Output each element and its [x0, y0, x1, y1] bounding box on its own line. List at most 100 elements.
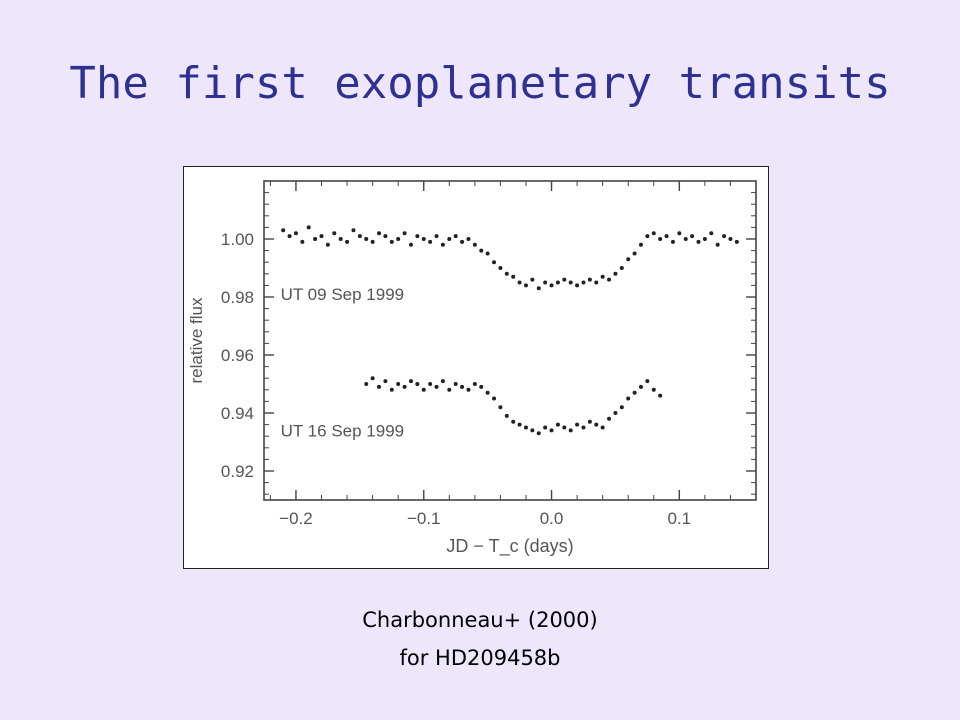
- data-point-sep09: [319, 234, 324, 239]
- data-point-sep16: [460, 384, 465, 389]
- data-point-sep16: [523, 425, 528, 430]
- data-point-sep16: [402, 384, 407, 389]
- data-point-sep09: [460, 239, 465, 244]
- data-point-sep16: [594, 422, 599, 427]
- data-point-sep16: [511, 419, 516, 424]
- data-point-sep16: [377, 384, 382, 389]
- data-point-sep09: [408, 242, 413, 247]
- data-point-sep16: [466, 387, 471, 392]
- data-point-sep16: [408, 379, 413, 384]
- data-point-sep09: [632, 251, 637, 256]
- data-point-sep09: [293, 231, 298, 236]
- data-point-sep09: [313, 237, 318, 241]
- x-tick-label: −0.2: [279, 509, 313, 528]
- data-point-sep09: [594, 280, 599, 285]
- data-point-sep09: [651, 231, 656, 236]
- data-point-sep09: [383, 234, 388, 239]
- data-point-sep09: [357, 234, 362, 239]
- data-point-sep09: [338, 237, 343, 241]
- data-point-sep16: [587, 419, 592, 424]
- data-point-sep09: [492, 260, 497, 265]
- data-point-sep09: [607, 277, 612, 282]
- data-point-sep09: [281, 228, 286, 233]
- data-point-sep09: [702, 237, 707, 241]
- data-point-sep16: [364, 382, 369, 386]
- y-tick-label: 0.94: [221, 404, 254, 423]
- series-labels: UT 09 Sep 1999 UT 16 Sep 1999: [281, 285, 405, 440]
- data-point-sep09: [447, 237, 452, 241]
- data-point-sep09: [377, 231, 382, 236]
- data-point-sep09: [549, 283, 554, 288]
- data-point-sep09: [498, 266, 503, 270]
- target-caption: for HD209458b: [399, 646, 561, 670]
- y-tick-label: 0.92: [221, 462, 254, 481]
- data-point-sep09: [613, 271, 618, 276]
- light-curve-figure: −0.2 −0.1 0.0 0.1 0.92 0.94 0.96 0.98 1.00 JD − T…: [183, 166, 769, 569]
- data-point-sep09: [517, 280, 522, 285]
- data-point-sep09: [440, 242, 445, 247]
- data-point-sep16: [415, 382, 420, 386]
- y-tick-label: 1.00: [221, 230, 254, 249]
- data-point-sep09: [466, 237, 471, 241]
- data-point-sep09: [587, 277, 592, 282]
- data-point-sep16: [645, 379, 650, 384]
- data-point-sep16: [638, 384, 643, 389]
- data-point-sep09: [555, 280, 560, 285]
- data-point-sep09: [300, 239, 305, 244]
- data-point-sep09: [370, 239, 375, 244]
- data-point-sep16: [613, 411, 618, 415]
- data-point-sep16: [434, 384, 439, 389]
- data-point-sep09: [479, 248, 484, 253]
- data-point-sep16: [632, 390, 637, 395]
- data-point-sep09: [345, 239, 350, 244]
- data-point-sep09: [619, 266, 624, 270]
- data-point-sep16: [530, 428, 535, 433]
- data-point-sep16: [536, 431, 541, 436]
- data-point-sep09: [683, 237, 688, 241]
- data-point-sep09: [728, 237, 733, 241]
- data-point-sep16: [485, 390, 490, 395]
- data-point-sep16: [581, 425, 586, 430]
- data-point-sep16: [626, 396, 631, 401]
- data-point-sep09: [485, 251, 490, 256]
- data-point-sep16: [549, 428, 554, 433]
- data-point-sep16: [389, 387, 394, 392]
- data-point-sep09: [734, 239, 739, 244]
- series-label-sep09: UT 09 Sep 1999: [281, 285, 405, 304]
- data-point-sep09: [645, 234, 650, 239]
- data-point-sep09: [434, 234, 439, 239]
- data-point-sep09: [709, 231, 714, 236]
- data-point-sep09: [428, 239, 433, 244]
- data-point-sep09: [472, 242, 477, 247]
- data-point-sep16: [498, 405, 503, 410]
- data-point-sep09: [402, 231, 407, 236]
- slide-title: The first exoplanetary transits: [69, 58, 891, 109]
- data-point-sep09: [715, 242, 720, 247]
- x-tick-label: 0.0: [540, 509, 564, 528]
- data-point-sep09: [536, 286, 541, 291]
- y-axis-label: relative flux: [187, 297, 206, 383]
- data-point-sep09: [523, 283, 528, 288]
- plot-frame: [263, 180, 757, 501]
- data-point-sep16: [517, 422, 522, 427]
- data-point-sep09: [332, 231, 337, 236]
- data-point-sep09: [504, 271, 509, 276]
- data-point-sep09: [581, 280, 586, 285]
- data-point-sep16: [440, 379, 445, 384]
- data-point-sep09: [364, 237, 369, 241]
- data-point-sep09: [543, 280, 548, 285]
- data-point-sep16: [370, 376, 375, 381]
- data-point-sep16: [396, 382, 401, 386]
- data-point-sep09: [696, 239, 701, 244]
- axes: −0.2 −0.1 0.0 0.1 0.92 0.94 0.96 0.98 1.00 JD − T…: [187, 180, 757, 557]
- data-point-sep16: [607, 416, 612, 421]
- light-curve-chart: −0.2 −0.1 0.0 0.1 0.92 0.94 0.96 0.98 1.00 JD − T…: [187, 180, 757, 557]
- data-point-sep09: [396, 237, 401, 241]
- data-point-sep16: [492, 396, 497, 401]
- data-point-sep09: [677, 231, 682, 236]
- data-point-sep09: [421, 237, 426, 241]
- data-point-sep16: [383, 379, 388, 384]
- y-tick-label: 0.96: [221, 346, 254, 365]
- data-point-sep09: [287, 234, 292, 239]
